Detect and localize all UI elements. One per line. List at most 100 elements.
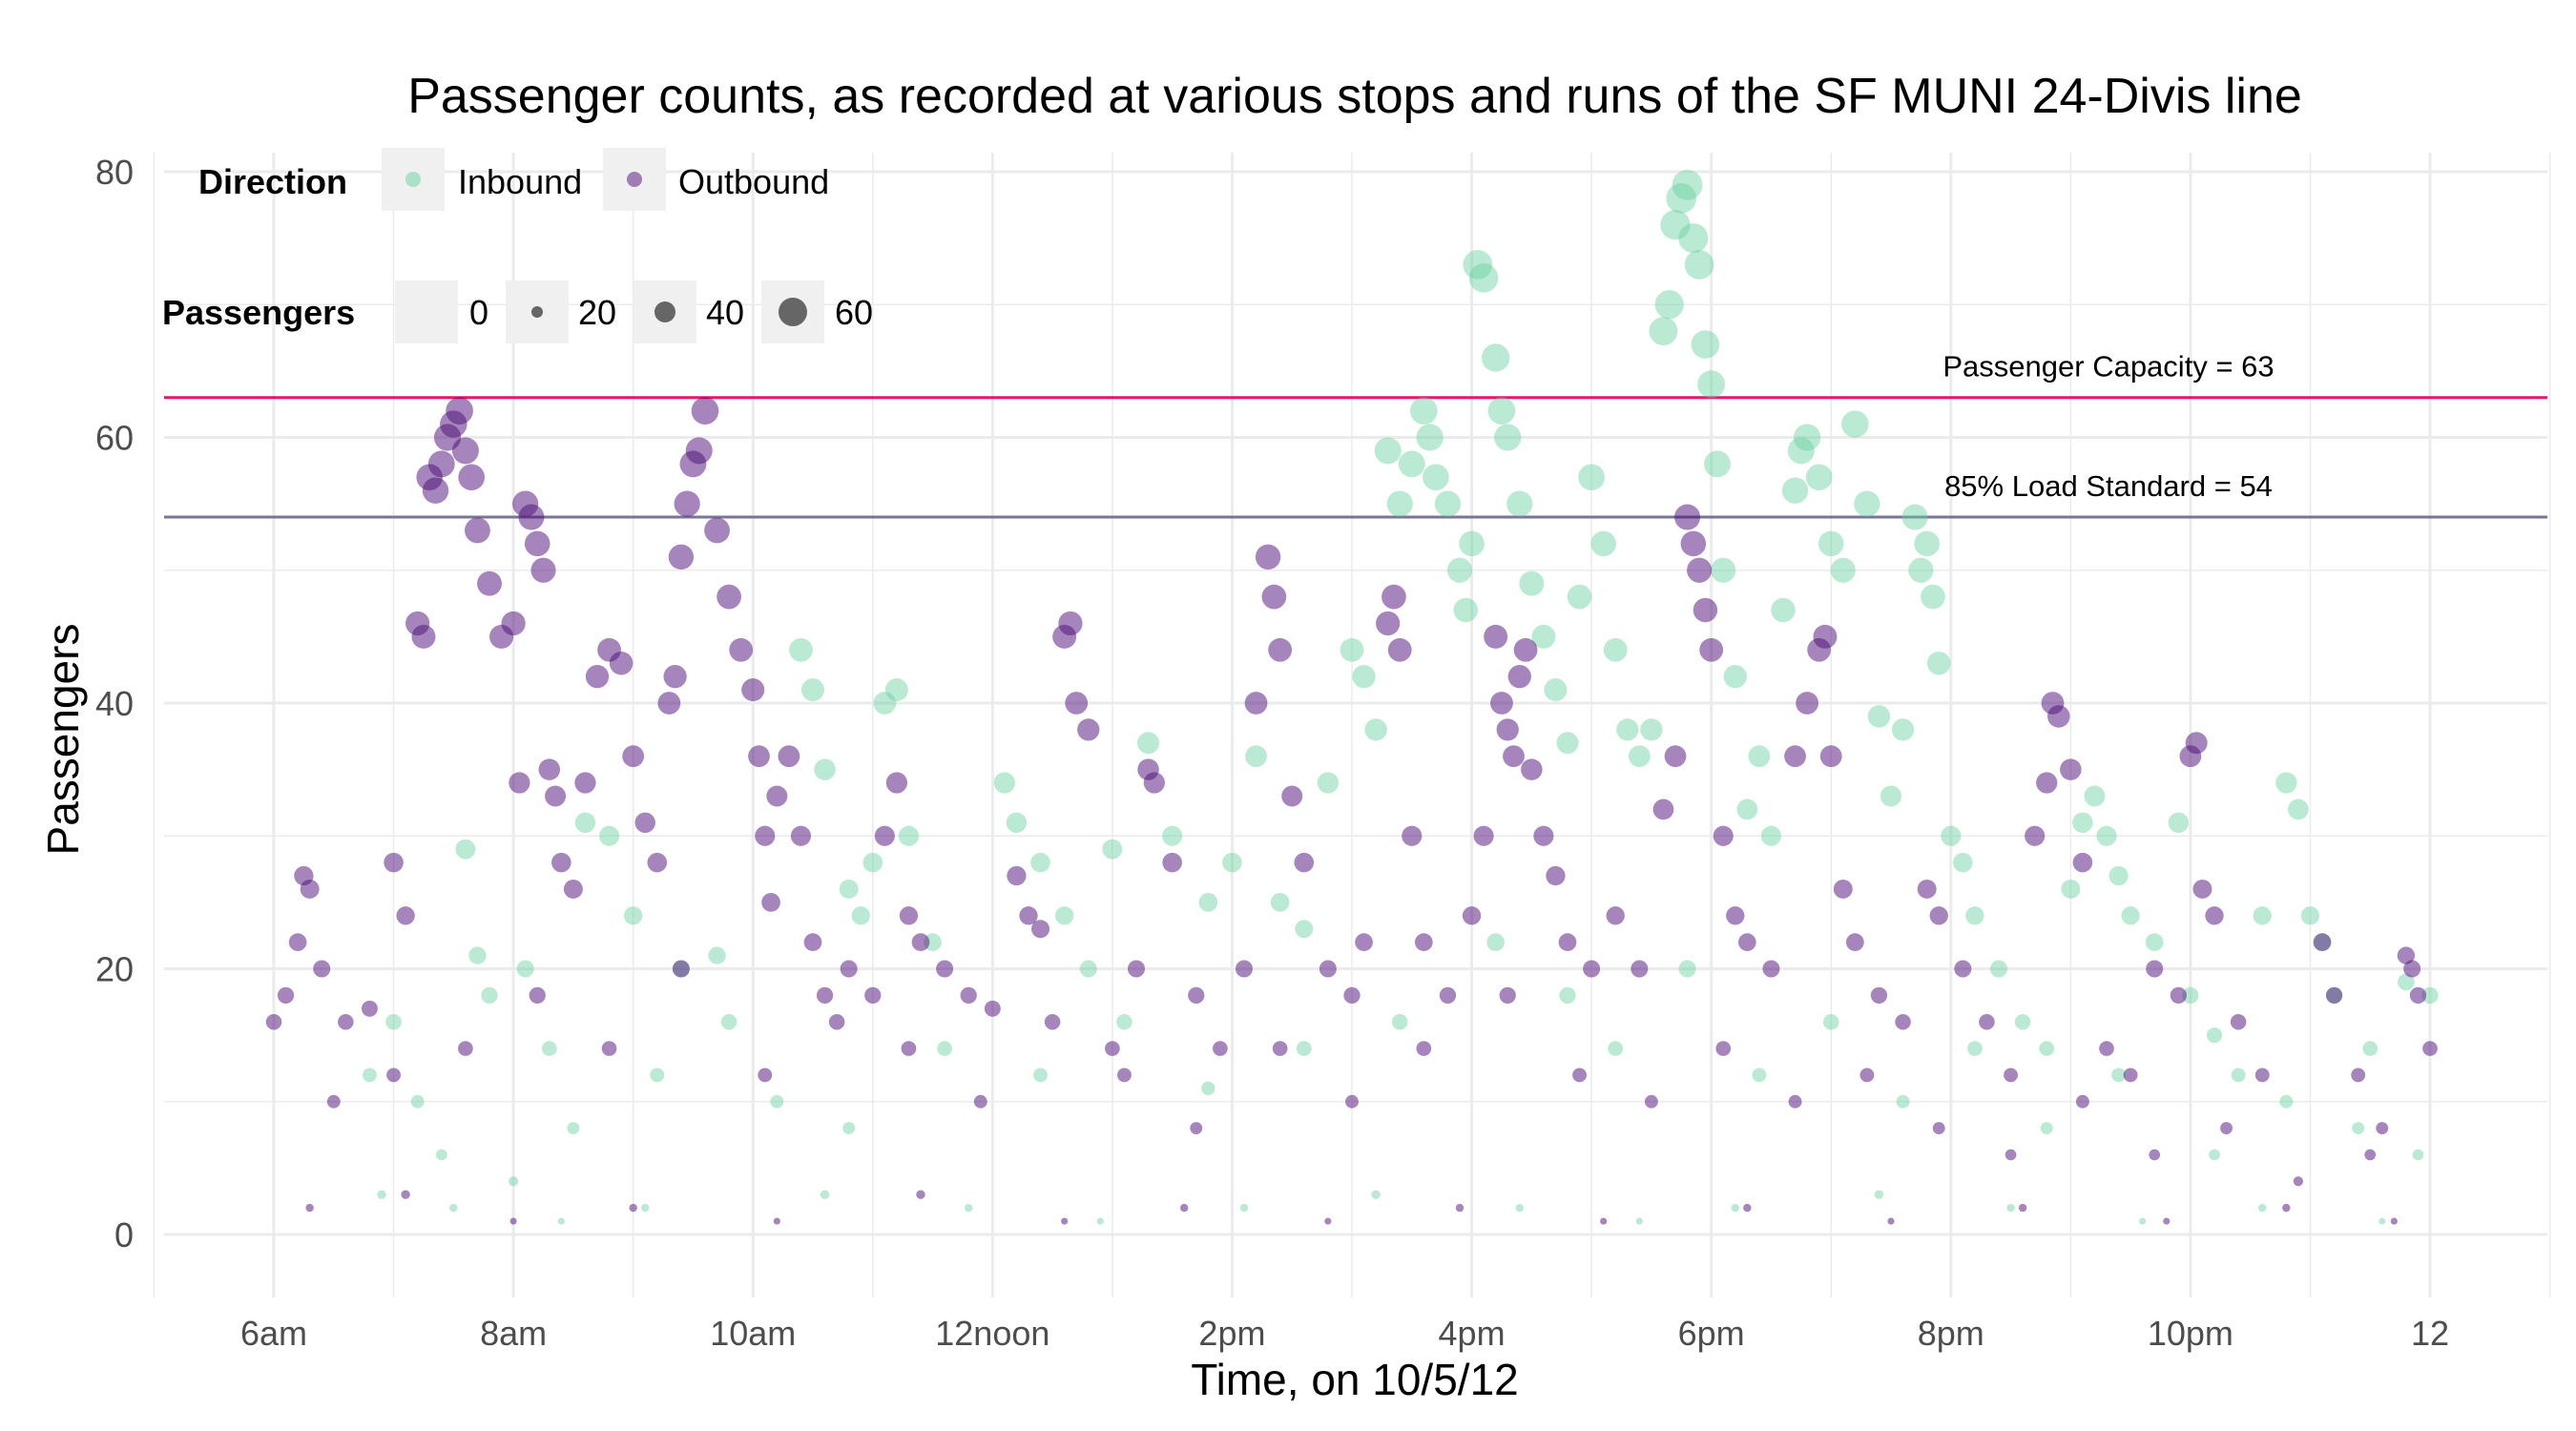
point-inbound <box>574 812 596 834</box>
point-inbound <box>800 678 825 702</box>
point-inbound <box>1649 317 1678 346</box>
point-outbound <box>2422 1041 2438 1056</box>
legend-size-label-60: 60 <box>835 293 873 332</box>
point-inbound <box>1352 665 1376 689</box>
point-inbound <box>842 1122 856 1135</box>
point-outbound <box>2313 933 2332 951</box>
x-tick-label: 12noon <box>935 1314 1049 1353</box>
point-outbound <box>501 611 526 636</box>
point-outbound <box>1019 906 1038 925</box>
point-outbound <box>704 517 730 544</box>
point-inbound <box>2300 906 2320 925</box>
point-inbound <box>720 1013 737 1030</box>
y-axis-title: Passengers <box>38 624 88 856</box>
point-outbound <box>2075 1094 2089 1109</box>
point-outbound <box>1845 933 1864 951</box>
point-outbound <box>2123 1068 2138 1083</box>
point-outbound <box>2036 772 2058 794</box>
point-outbound <box>2397 946 2416 964</box>
point-inbound <box>1398 450 1425 478</box>
point-outbound <box>1600 1217 1608 1225</box>
grid-layer <box>153 153 2551 1297</box>
legend-size-label-20: 20 <box>578 293 616 332</box>
point-inbound <box>1953 852 1973 873</box>
point-outbound <box>1345 1094 1359 1109</box>
point-outbound <box>1414 933 1433 951</box>
x-axis-title: Time, on 10/5/12 <box>1191 1355 1519 1404</box>
y-tick-label: 20 <box>95 950 134 989</box>
point-inbound <box>884 678 908 702</box>
point-outbound <box>1462 906 1482 925</box>
point-outbound <box>1044 1013 1061 1030</box>
point-outbound <box>1376 611 1401 636</box>
point-inbound <box>2072 812 2093 834</box>
point-outbound <box>574 772 596 794</box>
point-inbound <box>1578 464 1605 491</box>
point-outbound <box>2230 1013 2247 1030</box>
point-inbound <box>516 960 534 978</box>
point-inbound <box>1556 732 1579 755</box>
point-outbound <box>2409 986 2427 1004</box>
point-outbound <box>458 464 485 491</box>
point-outbound <box>530 557 556 583</box>
point-inbound <box>1245 745 1267 768</box>
x-tick-label: 10am <box>710 1314 796 1353</box>
point-inbound <box>1410 397 1438 425</box>
legend-direction-title: Direction <box>198 162 347 201</box>
point-outbound <box>2047 705 2070 728</box>
point-inbound <box>937 1041 952 1056</box>
point-inbound <box>1296 1041 1312 1056</box>
point-inbound <box>1116 1013 1132 1030</box>
point-outbound <box>361 1000 378 1017</box>
point-inbound <box>435 1149 447 1161</box>
point-outbound <box>1954 960 1972 978</box>
point-inbound <box>862 852 883 873</box>
legend: Direction Inbound Outbound Passengers 0 … <box>162 148 873 343</box>
point-outbound <box>1490 692 1513 715</box>
point-outbound <box>1381 584 1406 610</box>
point-outbound <box>1932 1122 1945 1135</box>
point-outbound <box>1190 1122 1203 1135</box>
point-inbound <box>1423 464 1449 491</box>
point-outbound <box>741 678 765 702</box>
legend-size-key-60 <box>779 298 807 326</box>
point-outbound <box>313 960 331 978</box>
y-tick-label: 40 <box>95 684 134 723</box>
point-inbound <box>1684 250 1714 280</box>
point-inbound <box>623 906 643 925</box>
point-outbound <box>529 986 546 1004</box>
point-inbound <box>2258 1203 2267 1213</box>
point-outbound <box>1416 1041 1432 1056</box>
point-outbound <box>305 1203 314 1213</box>
point-inbound <box>1908 557 1934 583</box>
point-outbound <box>916 1190 925 1199</box>
point-inbound <box>1926 651 1951 675</box>
point-inbound <box>1239 1203 1249 1213</box>
point-inbound <box>2288 798 2309 820</box>
point-inbound <box>770 1094 784 1109</box>
point-inbound <box>1748 745 1771 768</box>
point-inbound <box>1459 530 1485 557</box>
point-outbound <box>634 812 655 834</box>
point-outbound <box>691 397 719 425</box>
point-outbound <box>601 1041 617 1056</box>
point-inbound <box>2014 1013 2031 1030</box>
point-outbound <box>1065 692 1089 715</box>
point-inbound <box>1374 437 1402 465</box>
point-outbound <box>1693 597 1718 623</box>
x-tick-label: 4pm <box>1439 1314 1506 1353</box>
point-inbound <box>789 637 813 662</box>
point-inbound <box>1603 637 1628 662</box>
point-inbound <box>873 692 897 715</box>
point-inbound <box>1391 1013 1408 1030</box>
point-inbound <box>1317 772 1340 794</box>
point-inbound <box>1033 1068 1048 1083</box>
point-outbound <box>657 692 681 715</box>
point-inbound <box>2139 1217 2147 1225</box>
point-outbound <box>1788 1094 1802 1109</box>
point-inbound <box>814 758 836 780</box>
point-inbound <box>2040 1122 2053 1135</box>
point-outbound <box>885 772 908 794</box>
point-outbound <box>1572 1068 1587 1083</box>
point-inbound <box>2209 1149 2220 1161</box>
